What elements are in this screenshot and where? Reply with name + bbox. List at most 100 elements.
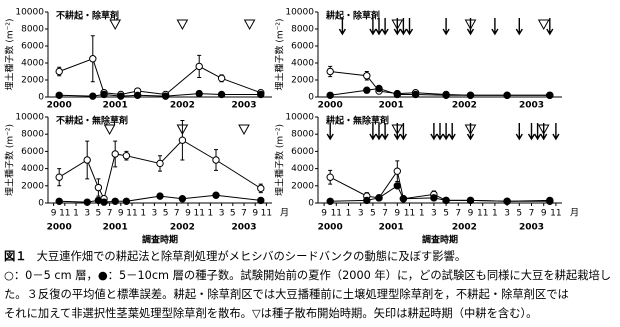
- tillage-arrow: [466, 123, 475, 141]
- tillage-arrow: [326, 123, 334, 141]
- tillage-arrow: [491, 18, 499, 36]
- y-tick-label: 2000: [21, 76, 44, 86]
- x-tick-label: 1: [492, 209, 498, 219]
- filled-point: [178, 195, 187, 203]
- year-label: 2002: [452, 101, 477, 111]
- x-tick-label: 7: [241, 209, 247, 219]
- year-label: 2002: [170, 101, 195, 111]
- open-point: [257, 184, 265, 193]
- filled-point: [117, 92, 125, 100]
- open-point: [94, 183, 103, 192]
- x-tick-label: 11: [193, 209, 204, 219]
- filled-point: [546, 91, 554, 100]
- caption-label: 図１: [4, 250, 27, 263]
- tillage-arrow: [369, 18, 377, 36]
- x-tick-label: 3: [504, 209, 510, 219]
- y-tick-label: 2000: [291, 181, 314, 191]
- x-tick-label: 3: [431, 209, 437, 219]
- year-label: 2001: [103, 101, 128, 111]
- x-tick-label: 9: [51, 209, 57, 219]
- tillage-arrow: [393, 123, 401, 141]
- dispersal-marker: [109, 19, 122, 31]
- y-tick-label: 0: [308, 93, 314, 103]
- filled-point: [83, 198, 91, 206]
- caption-head: 図１ 大豆連作畑での耕起法と除草剤処理がメヒシバのシードバンクの動態に及ぼす影響。: [4, 247, 616, 266]
- y-tick-label: 4000: [21, 164, 44, 174]
- filled-point: [257, 196, 265, 205]
- x-tick-label: 9: [394, 209, 400, 219]
- filled-point: [326, 197, 334, 205]
- dispersal-marker: [243, 19, 256, 31]
- filled-point: [326, 91, 334, 100]
- y-axis-label: 埋土種子数 (m⁻²): [4, 18, 16, 90]
- filled-point: [363, 86, 371, 94]
- year-label: 2003: [231, 223, 256, 233]
- x-tick-label: 11: [404, 209, 415, 219]
- x-tick-label: 9: [185, 209, 191, 219]
- x-tick-label: 9: [541, 209, 547, 219]
- x-tick-label: 9: [321, 209, 327, 219]
- year-label: 2002: [170, 223, 195, 233]
- x-tick-label: 7: [455, 209, 461, 219]
- x-tick-label: 11: [550, 209, 561, 219]
- filled-point: [503, 197, 511, 205]
- x-tick-label: 5: [370, 209, 376, 219]
- filled-point: [546, 196, 554, 205]
- open-point: [89, 55, 97, 63]
- x-tick-label: 5: [443, 209, 449, 219]
- open-point: [156, 159, 164, 168]
- tillage-arrow: [369, 123, 377, 141]
- y-tick-label: 6000: [21, 147, 44, 157]
- tillage-arrow: [515, 18, 523, 36]
- open-point: [55, 173, 63, 181]
- y-tick-label: 8000: [291, 130, 314, 140]
- open-point: [393, 167, 401, 175]
- filled-point: [503, 91, 511, 100]
- year-label: 2000: [318, 101, 343, 111]
- tillage-arrow: [546, 18, 554, 36]
- open-point: [217, 74, 226, 83]
- y-tick-label: 4000: [291, 164, 314, 174]
- tillage-arrow: [399, 18, 408, 36]
- x-tick-label: 9: [468, 209, 474, 219]
- y-tick-label: 6000: [291, 42, 314, 52]
- x-tick-label: 1: [346, 209, 352, 219]
- caption-line: ○：0－5 cm 層，●：5－10cm 層の種子数。試験開始前の夏作（2000 …: [4, 269, 612, 282]
- y-tick-label: 8000: [21, 130, 44, 140]
- filled-point: [442, 196, 450, 205]
- dispersal-marker: [103, 124, 116, 136]
- y-tick-label: 0: [38, 199, 44, 209]
- year-label: 2000: [47, 101, 72, 111]
- open-point: [326, 67, 334, 76]
- year-label: 2001: [379, 101, 404, 111]
- tillage-arrow: [442, 123, 450, 141]
- year-label: 2001: [379, 223, 404, 233]
- year-label: 2003: [519, 223, 544, 233]
- filled-point: [100, 198, 108, 206]
- x-tick-label: 5: [163, 209, 169, 219]
- year-label: 2002: [452, 223, 477, 233]
- tillage-arrow: [375, 18, 383, 36]
- tillage-arrow: [430, 123, 438, 141]
- filled-point: [195, 89, 203, 98]
- y-tick-label: 6000: [21, 42, 44, 52]
- filled-point: [257, 90, 265, 99]
- filled-point: [393, 90, 401, 99]
- series-line: [58, 139, 262, 201]
- open-point: [83, 156, 91, 164]
- x-unit: 月: [280, 208, 289, 219]
- filled-point: [111, 197, 119, 205]
- x-tick-label: 1: [140, 209, 146, 219]
- x-tick-label: 7: [174, 209, 180, 219]
- x-tick-label: 7: [382, 209, 388, 219]
- open-point: [363, 72, 371, 80]
- x-tick-label: 7: [107, 209, 113, 219]
- x-unit: 月: [570, 208, 579, 219]
- series-line: [329, 169, 550, 202]
- tillage-arrow: [466, 18, 475, 36]
- x-tick-label: 5: [96, 209, 102, 219]
- tillage-arrow: [393, 18, 401, 36]
- filled-point: [100, 90, 108, 99]
